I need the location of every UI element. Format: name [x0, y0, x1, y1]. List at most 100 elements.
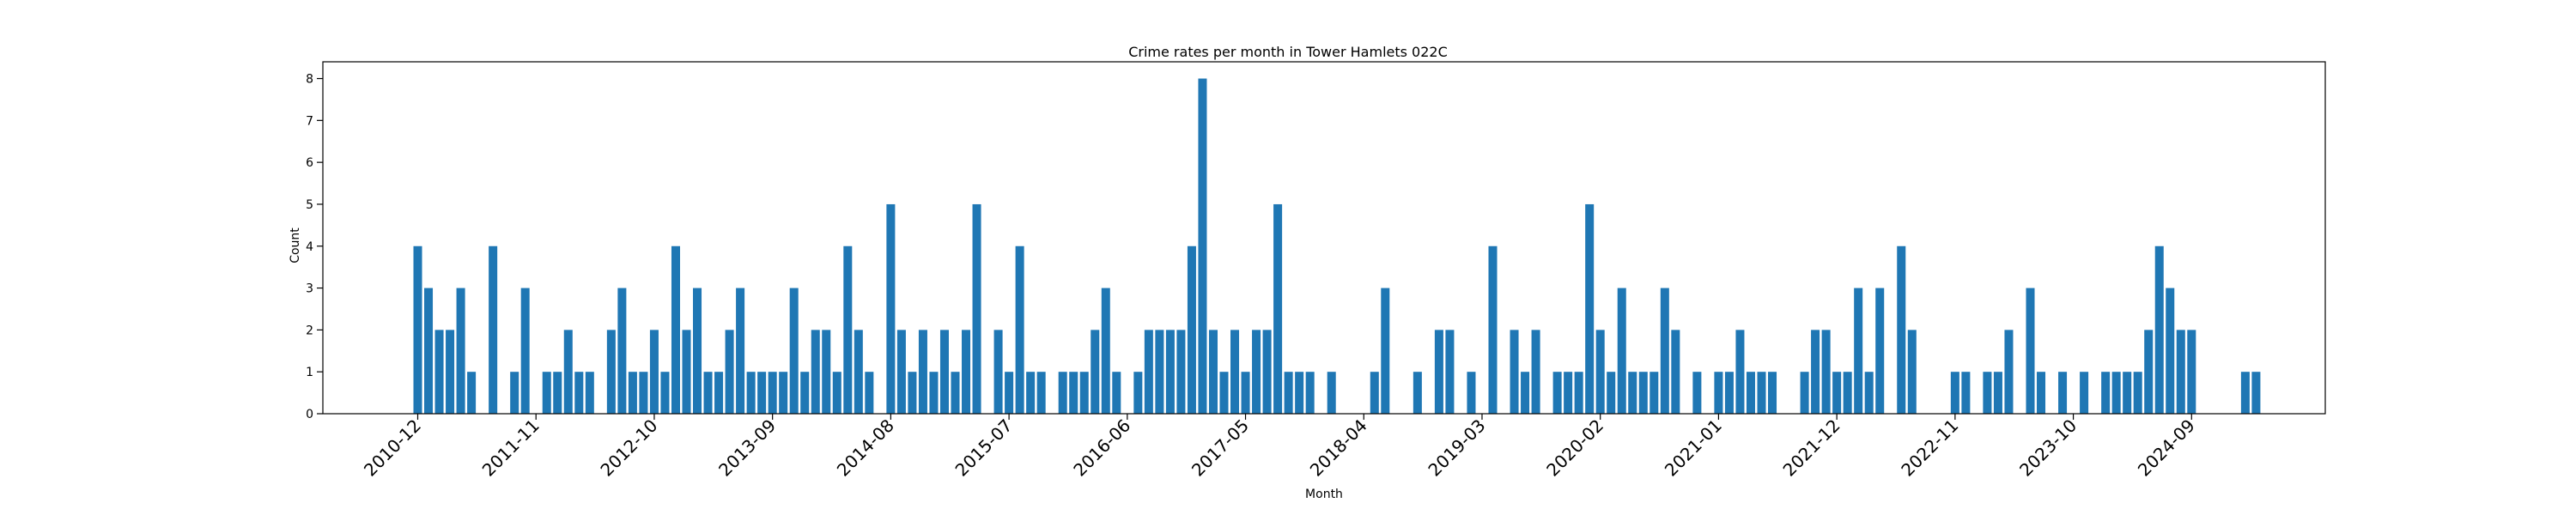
bar-2019-10 [1552, 372, 1562, 414]
bar-2021-03 [1735, 330, 1745, 414]
bar-2022-01 [1843, 372, 1852, 414]
bar-2024-05 [2144, 330, 2154, 414]
bar-2019-06 [1510, 330, 1519, 414]
bar-2016-09 [1155, 330, 1164, 414]
bar-2020-06 [1638, 372, 1648, 414]
x-tick-label: 2016-06 [1069, 415, 1134, 481]
bar-2016-03 [1091, 330, 1100, 414]
bar-2022-11 [1950, 372, 1959, 414]
bar-2015-07 [1005, 372, 1014, 414]
x-axis: 2010-12 2011-11 2012-10 2013-09 2014-08 2015-… [360, 414, 2199, 481]
bar-2019-12 [1574, 372, 1583, 414]
bar-2021-10 [1811, 330, 1820, 414]
bar-2017-08 [1273, 203, 1283, 414]
bar-2018-05 [1370, 372, 1379, 414]
bar-2021-05 [1757, 372, 1766, 414]
bar-2022-07 [1907, 330, 1917, 414]
bar-2019-07 [1521, 372, 1530, 414]
x-tick-label: 2024-09 [2134, 415, 2199, 481]
bar-2021-04 [1746, 372, 1755, 414]
bar-2013-04 [714, 372, 724, 414]
bar-2018-11 [1434, 330, 1443, 414]
bar-2010-12 [413, 245, 422, 414]
bar-2013-01 [682, 330, 691, 414]
bar-2015-04 [972, 203, 981, 414]
bar-2022-06 [1897, 245, 1906, 414]
bar-2020-03 [1607, 372, 1616, 414]
bar-2020-08 [1660, 288, 1669, 414]
bar-2016-02 [1079, 372, 1089, 414]
bar-2016-10 [1165, 330, 1175, 414]
x-tick-label: 2021-12 [1779, 415, 1844, 481]
x-tick-label: 2012-10 [596, 415, 661, 481]
bar-2012-11 [660, 372, 670, 414]
bar-2015-03 [962, 330, 971, 414]
bar-2014-01 [811, 330, 820, 414]
bar-2013-09 [768, 372, 777, 414]
bar-2013-11 [789, 288, 799, 414]
bar-2014-10 [908, 372, 917, 414]
bar-2017-07 [1262, 330, 1272, 414]
bar-2021-09 [1800, 372, 1809, 414]
bar-2023-04 [2004, 330, 2014, 414]
bar-2016-04 [1101, 288, 1110, 414]
bar-2011-12 [542, 372, 551, 414]
bar-2017-09 [1284, 372, 1293, 414]
bar-2020-11 [1692, 372, 1702, 414]
bar-2021-06 [1768, 372, 1777, 414]
bar-2013-02 [693, 288, 702, 414]
bar-2019-04 [1488, 245, 1498, 414]
bar-2024-04 [2133, 372, 2142, 414]
bar-2019-11 [1564, 372, 1573, 414]
bar-2015-12 [1058, 372, 1067, 414]
bar-2013-12 [800, 372, 810, 414]
bar-2021-12 [1832, 372, 1842, 414]
bar-2024-07 [2166, 288, 2175, 414]
bar-2012-12 [671, 245, 680, 414]
x-tick-label: 2019-03 [1424, 415, 1489, 481]
bar-2020-04 [1617, 288, 1626, 414]
x-tick-label: 2010-12 [360, 415, 425, 481]
bar-2011-10 [520, 288, 530, 414]
bar-2017-06 [1252, 330, 1261, 414]
bars-group [413, 78, 2261, 415]
bar-2020-07 [1649, 372, 1659, 414]
plot-frame [322, 61, 2326, 415]
bar-2013-06 [736, 288, 745, 414]
bar-2022-02 [1854, 288, 1863, 414]
bar-2023-09 [2058, 372, 2068, 414]
bar-2011-03 [446, 330, 455, 414]
bar-2025-03 [2251, 372, 2261, 414]
bar-2024-02 [2111, 372, 2121, 414]
bar-2018-01 [1327, 372, 1336, 414]
y-tick-label: 4 [306, 240, 313, 254]
y-axis: 0 1 2 3 4 5 6 7 8 [306, 73, 323, 421]
chart-title: Crime rates per month in Tower Hamlets 0… [1128, 44, 1448, 60]
bar-2012-02 [563, 330, 573, 414]
bar-2016-01 [1069, 372, 1078, 414]
bar-2014-05 [854, 330, 863, 414]
bar-2021-11 [1821, 330, 1831, 414]
bar-2012-04 [585, 372, 594, 414]
bar-2016-11 [1176, 330, 1186, 414]
bar-2021-02 [1724, 372, 1734, 414]
bar-2012-09 [639, 372, 648, 414]
bar-2018-06 [1381, 288, 1390, 414]
bar-2018-09 [1413, 372, 1422, 414]
bar-2024-09 [2187, 330, 2196, 414]
bar-2017-10 [1295, 372, 1304, 414]
x-tick-label: 2014-08 [833, 415, 898, 481]
y-tick-label: 5 [306, 198, 313, 212]
bar-2015-09 [1026, 372, 1036, 414]
y-tick-label: 3 [306, 282, 313, 296]
bar-2015-10 [1036, 372, 1046, 414]
bar-2014-03 [832, 372, 841, 414]
bar-2014-06 [865, 372, 874, 414]
bar-2015-08 [1015, 245, 1024, 414]
bar-2024-06 [2154, 245, 2164, 414]
bar-2018-12 [1445, 330, 1455, 414]
y-tick-label: 7 [306, 114, 313, 128]
bar-2013-10 [779, 372, 788, 414]
bar-2015-02 [951, 372, 960, 414]
